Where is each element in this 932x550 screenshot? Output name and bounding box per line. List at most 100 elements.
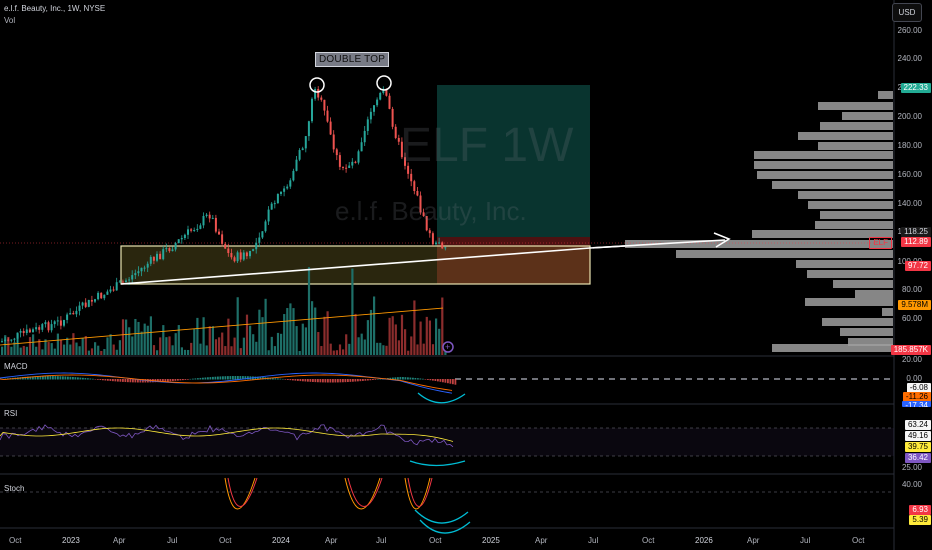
volume-bar [187,349,190,355]
candle-body [78,305,81,311]
macd-histogram-bar [309,379,312,382]
macd-histogram-bar [42,376,44,380]
volume-bar [208,326,211,355]
macd-histogram-bar [312,379,314,382]
macd-histogram-bar [352,379,354,382]
macd-histogram-bar [437,379,439,382]
candle-body [75,310,78,315]
candle-body [41,324,44,330]
volume-bar [13,342,16,355]
macd-histogram-bar [327,379,329,383]
macd-histogram-bar [452,379,454,385]
macd-histogram-bar [412,377,414,380]
candles [1,86,447,344]
macd-histogram-bar [427,379,429,380]
volume-bar [394,324,397,355]
candle-body [84,302,87,307]
volume-bar [376,342,379,355]
candle-body [413,181,416,191]
macd-histogram-bar [269,377,272,380]
candle-body [190,229,193,231]
time-tick: Apr [747,536,760,545]
candle-body [320,97,323,100]
macd-histogram-bar [164,379,167,382]
macd-line [0,372,453,394]
candle-body [407,165,410,174]
macd-histogram-bar [89,378,92,380]
top-marker-right [376,75,392,91]
volume-bar [332,350,335,355]
volume-bar [202,317,205,355]
macd-tick: 0.00 [906,374,922,383]
macd-histogram-bar [222,376,224,380]
volume-bar [323,316,326,355]
candle-body [404,157,406,166]
macd-histogram-bar [139,379,142,383]
volume-bar [63,344,66,355]
macd-histogram-bar [362,379,364,381]
candle-body [373,105,375,112]
macd-histogram-bar [167,379,169,382]
volume-bar [125,319,128,355]
volume-bar [351,268,354,355]
volume-bar [295,326,298,355]
candle-body [369,111,372,120]
upper-price-tag: 118.25 [901,227,931,237]
macd-value-tag: -6.08 [906,383,931,393]
volume-bar [137,321,140,355]
candle-body [44,322,47,325]
volume-bar [264,298,267,355]
volume-bar [252,334,255,355]
macd-histogram-bar [447,379,449,384]
candle-body [205,214,208,216]
macd-histogram-bar [27,376,29,380]
candle-body [1,341,3,343]
stoch-k-line [404,477,431,510]
time-tick: Oct [219,536,232,545]
macd-histogram-bar [119,379,122,382]
volume-bar [25,346,28,355]
candle-body [100,292,103,299]
macd-histogram-bar [259,376,262,380]
macd-histogram-bar [162,379,164,382]
rsi-ma-line [0,427,454,442]
macd-histogram-bar [77,377,79,380]
profile-bar [757,171,893,179]
macd-histogram-bar [332,379,334,383]
candle-body [13,338,16,340]
volume-bar [379,342,382,355]
price-tick: 60.00 [901,314,922,323]
candle-body [152,256,155,261]
rsi-value-tag: 63.24 [904,420,931,430]
macd-histogram-bar [212,376,214,380]
macd-histogram-bar [49,376,52,380]
macd-histogram-bar [237,376,239,380]
candle-body [422,212,425,217]
candle-body [314,88,317,99]
currency-button[interactable]: USD [892,3,922,22]
candle-body [323,99,326,111]
stoch-k-line [344,477,381,510]
volume-bar [75,342,78,355]
profile-bar [772,181,893,189]
volume-bar [428,320,431,355]
candle-body [103,294,106,299]
candle-body [255,242,258,250]
macd-histogram-bar [79,377,82,380]
macd-histogram-bar [127,379,129,383]
rsi-value-tag: 36.42 [904,453,931,463]
volume-bar [307,267,311,355]
profile-bar [676,250,893,258]
macd-histogram-bar [449,379,452,384]
macd-histogram-bar [389,377,392,380]
volume-ma-tag: 9.578M [898,300,931,310]
macd-histogram-bar [204,377,207,380]
stoch-d-line [407,477,433,507]
add-indicator-icon[interactable] [442,341,454,353]
candle-body [63,319,65,326]
time-tick: Jul [588,536,599,545]
volume-bar [16,333,19,355]
stoch-label: Stoch [4,484,25,493]
arrow-line [589,232,731,249]
